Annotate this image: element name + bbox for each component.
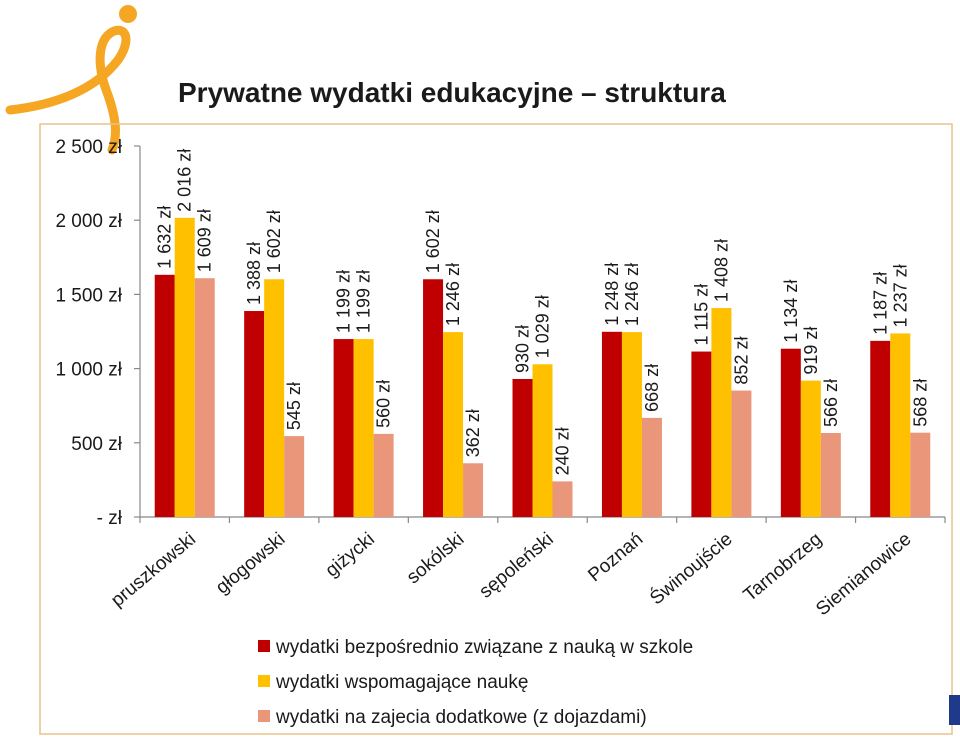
- data-label: 1 388 zł: [244, 242, 264, 305]
- data-label: 566 zł: [821, 379, 841, 427]
- bar-2-5: [532, 364, 553, 517]
- legend-swatch: [258, 675, 270, 687]
- data-label: 1 248 zł: [602, 263, 622, 326]
- bar-3-7: [731, 390, 752, 517]
- bar-2-6: [621, 332, 642, 517]
- data-label: 1 187 zł: [870, 272, 890, 335]
- data-label: 240 zł: [553, 427, 573, 475]
- y-tick-label: 1 000 zł: [55, 360, 122, 381]
- bar-3-5: [552, 481, 573, 517]
- bar-3-8: [820, 433, 841, 517]
- chart-title: Prywatne wydatki edukacyjne – struktura: [178, 77, 726, 108]
- bar-2-8: [800, 380, 821, 517]
- x-tick-label: Tarnobrzeg: [740, 529, 826, 606]
- data-label: 1 134 zł: [781, 280, 801, 343]
- bar-1-6: [601, 331, 622, 517]
- corner-accent: [949, 695, 960, 725]
- data-label: 1 602 zł: [423, 210, 443, 273]
- data-label: 2 016 zł: [175, 149, 195, 212]
- data-label: 1 029 zł: [533, 295, 553, 358]
- legend-label: wydatki wspomagające naukę: [275, 672, 528, 693]
- y-tick-label: 1 500 zł: [55, 285, 122, 306]
- bar-1-2: [244, 311, 265, 517]
- data-label: 1 199 zł: [334, 270, 354, 333]
- y-tick-label: 2 500 zł: [55, 137, 122, 158]
- bar-1-8: [780, 348, 801, 517]
- legend-swatch: [258, 640, 270, 652]
- x-tick-label: sokólski: [403, 529, 468, 589]
- data-label-group: 1 632 zł2 016 zł1 609 zł1 388 zł1 602 zł…: [155, 149, 931, 476]
- x-tick-label: głogowski: [212, 529, 289, 599]
- x-tick-label: Poznań: [584, 529, 647, 587]
- bar-3-3: [373, 433, 394, 517]
- bar-1-4: [423, 279, 444, 517]
- y-tick-label: - zł: [97, 508, 123, 529]
- data-label: 930 zł: [513, 325, 533, 373]
- x-tick-group: pruszkowski głogowski giżycki sokólski sępol…: [107, 517, 946, 620]
- bars-group: [154, 217, 931, 517]
- data-label: 1 246 zł: [443, 263, 463, 326]
- bar-3-1: [194, 278, 215, 517]
- data-label: 1 237 zł: [890, 264, 910, 327]
- bar-1-7: [691, 351, 712, 517]
- legend-swatch: [258, 710, 270, 722]
- legend-label: wydatki na zajecia dodatkowe (z dojazdam…: [275, 707, 647, 728]
- bar-1-3: [333, 339, 354, 517]
- data-label: 362 zł: [463, 409, 483, 457]
- data-label: 668 zł: [642, 364, 662, 412]
- data-label: 1 246 zł: [622, 263, 642, 326]
- bar-1-9: [870, 340, 891, 517]
- logo-icon: [5, 5, 137, 155]
- x-tick-label: sępoleński: [475, 529, 557, 603]
- bar-3-4: [463, 463, 484, 517]
- data-label: 545 zł: [284, 382, 304, 430]
- bar-2-2: [264, 279, 285, 517]
- plot-frame: [39, 123, 953, 735]
- legend: wydatki bezpośrednio związane z nauką w …: [258, 637, 693, 728]
- legend-label: wydatki bezpośrednio związane z nauką w …: [275, 637, 693, 658]
- data-label: 568 zł: [910, 379, 930, 427]
- data-label: 1 408 zł: [711, 239, 731, 302]
- bar-2-7: [711, 308, 732, 517]
- y-tick-label: 500 zł: [71, 434, 122, 455]
- y-tick-label: 2 000 zł: [55, 211, 122, 232]
- data-label: 919 zł: [801, 327, 821, 375]
- bar-2-4: [443, 332, 464, 517]
- x-tick-label: Świnoujście: [646, 528, 737, 609]
- bar-3-9: [910, 432, 931, 517]
- x-tick-label: giżycki: [322, 529, 379, 582]
- bar-3-2: [284, 436, 305, 517]
- bar-3-6: [641, 417, 662, 517]
- x-tick-label: pruszkowski: [107, 529, 200, 612]
- data-label: 852 zł: [731, 337, 751, 385]
- bar-2-3: [353, 339, 374, 517]
- x-tick-label: Siemianowice: [812, 529, 915, 620]
- data-label: 560 zł: [374, 380, 394, 428]
- data-label: 1 115 zł: [691, 284, 711, 346]
- bar-1-1: [154, 274, 175, 517]
- bar-1-5: [512, 378, 533, 517]
- bar-2-1: [174, 217, 195, 517]
- data-label: 1 609 zł: [195, 209, 215, 272]
- data-label: 1 199 zł: [354, 270, 374, 333]
- data-label: 1 602 zł: [264, 210, 284, 273]
- bar-2-9: [890, 333, 911, 517]
- y-tick-group: - zł 500 zł 1 000 zł 1 500 zł 2 000 zł 2 500 …: [55, 137, 140, 529]
- data-label: 1 632 zł: [155, 206, 175, 269]
